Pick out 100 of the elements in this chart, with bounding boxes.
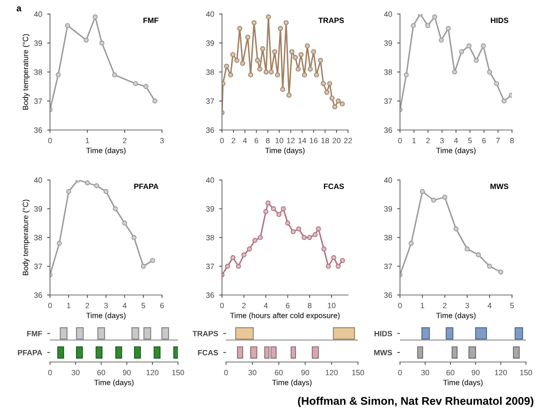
point [230, 255, 236, 260]
point [276, 212, 282, 218]
point [316, 226, 321, 232]
point [336, 264, 341, 269]
point [272, 49, 278, 54]
point [236, 264, 241, 269]
point [453, 226, 459, 232]
point [425, 23, 430, 28]
point [56, 72, 61, 78]
point [66, 188, 72, 194]
point [290, 229, 296, 234]
point [230, 52, 236, 58]
point [252, 20, 257, 26]
point [275, 72, 280, 78]
point [152, 98, 158, 104]
text: a [16, 6, 22, 12]
point [487, 69, 492, 75]
point [270, 206, 276, 212]
point [132, 81, 138, 86]
point [324, 90, 330, 95]
point [99, 40, 104, 46]
point [476, 252, 481, 258]
point [446, 26, 451, 32]
point [311, 49, 316, 54]
point [286, 92, 292, 98]
point [103, 188, 109, 194]
point [264, 69, 269, 75]
point [331, 255, 336, 260]
text: (Hoffman & Simon, Nat Rev Rheumatol 2009) [298, 396, 534, 408]
point [432, 14, 438, 20]
point [260, 46, 266, 52]
point [480, 43, 486, 48]
point [150, 258, 156, 264]
point [255, 58, 260, 63]
point [308, 66, 313, 72]
point [131, 234, 137, 240]
point [240, 60, 246, 66]
point [321, 246, 326, 252]
point [92, 14, 98, 20]
point [296, 226, 302, 232]
point [263, 209, 268, 214]
point [224, 64, 230, 69]
point [320, 81, 326, 86]
point [285, 220, 290, 226]
point [143, 84, 148, 90]
point [302, 234, 307, 240]
point [56, 240, 62, 246]
point [498, 269, 504, 275]
point [266, 14, 271, 20]
point [266, 200, 271, 206]
point [312, 232, 318, 238]
point [438, 38, 444, 43]
point [122, 220, 128, 226]
point [284, 20, 289, 26]
point [466, 43, 472, 48]
point [327, 81, 332, 86]
point [442, 194, 448, 200]
point [257, 66, 262, 72]
point [246, 246, 252, 252]
point [84, 180, 90, 186]
point [410, 23, 416, 28]
point [228, 72, 234, 78]
point [340, 101, 345, 106]
bar [312, 346, 319, 359]
point [112, 72, 118, 78]
point [487, 264, 492, 269]
point [408, 240, 414, 246]
point [84, 38, 89, 43]
point [332, 104, 338, 110]
point [502, 98, 507, 104]
point [224, 264, 230, 269]
point [404, 72, 409, 78]
point [241, 252, 246, 258]
point [94, 183, 100, 188]
point [296, 66, 301, 72]
point [237, 26, 242, 32]
point [464, 246, 470, 252]
point [318, 58, 324, 63]
point [258, 234, 263, 240]
point [112, 206, 118, 212]
point [289, 49, 294, 54]
point [278, 26, 283, 32]
point [292, 54, 298, 60]
point [140, 264, 146, 269]
point [280, 206, 286, 212]
point [474, 58, 479, 63]
point [420, 188, 425, 194]
point [459, 49, 464, 54]
point [252, 238, 258, 243]
point [65, 23, 70, 28]
point [494, 81, 500, 86]
point [298, 52, 304, 58]
point [304, 43, 310, 48]
point [452, 69, 458, 75]
point [340, 258, 346, 264]
point [234, 58, 240, 63]
point [314, 72, 320, 78]
point [248, 72, 254, 78]
bar [290, 346, 296, 359]
point [280, 86, 286, 92]
